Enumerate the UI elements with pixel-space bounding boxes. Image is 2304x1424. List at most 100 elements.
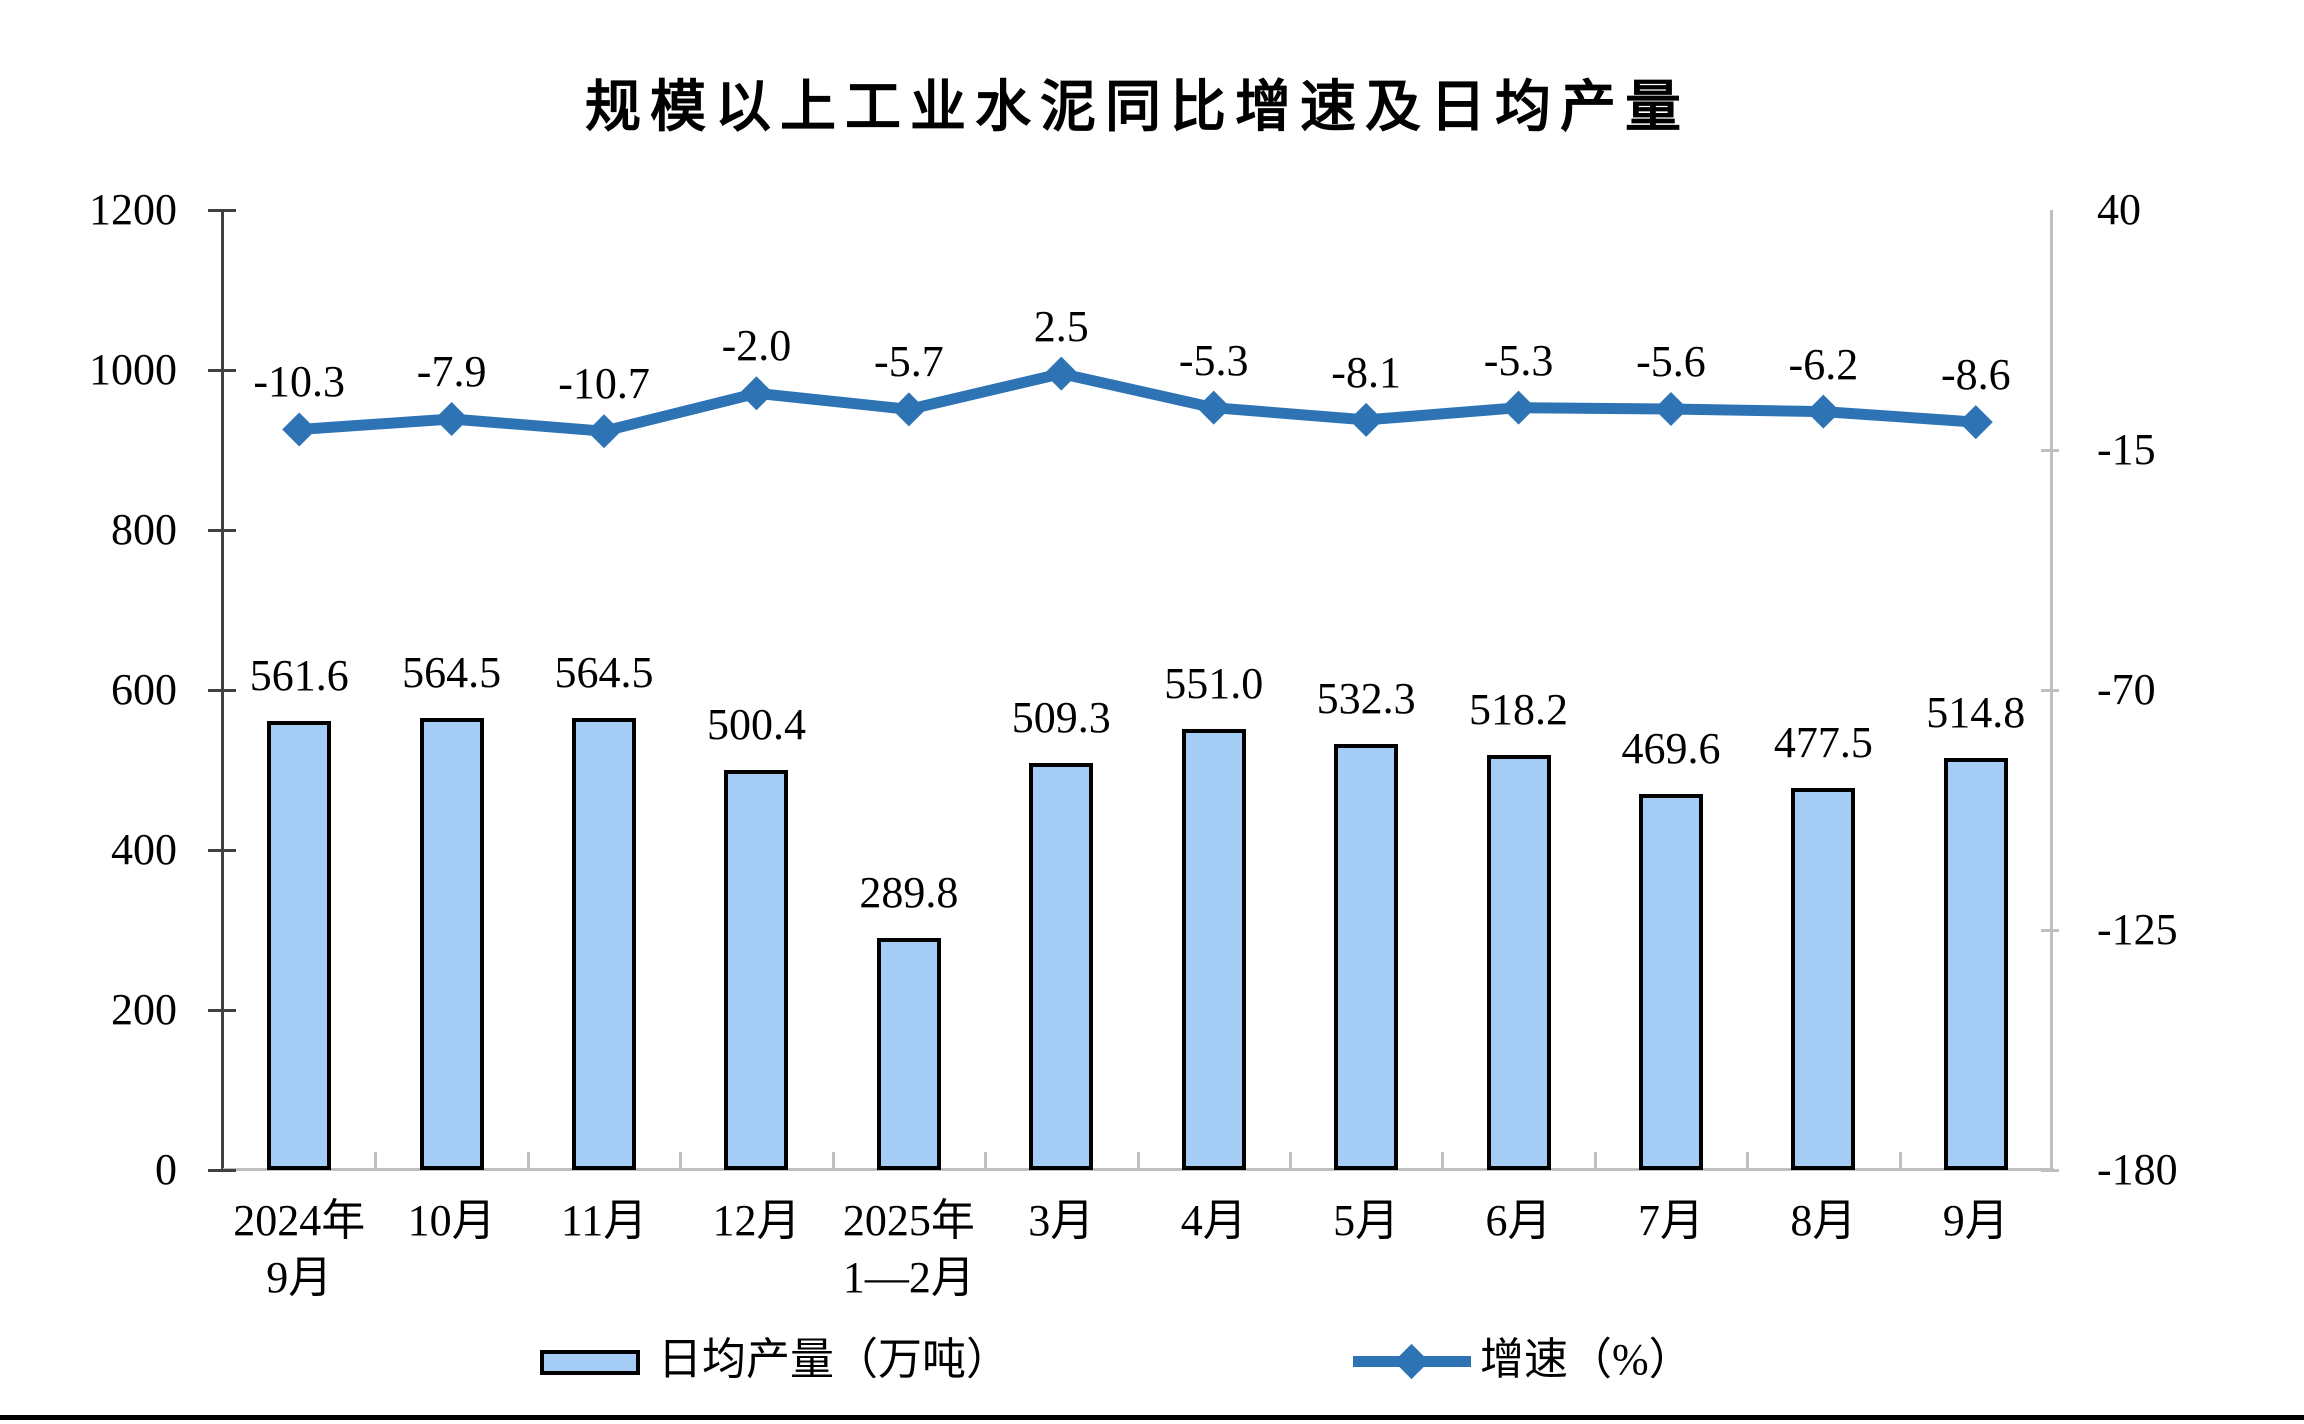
line-point-marker xyxy=(1044,356,1079,391)
line-point-marker xyxy=(1958,405,1993,440)
x-axis-tick xyxy=(831,1152,835,1168)
legend-bar-label: 日均产量（万吨） xyxy=(658,1335,1010,1384)
x-category-label: 10月 xyxy=(407,1196,496,1245)
line-point-marker xyxy=(1501,390,1536,425)
x-axis-tick xyxy=(1898,1152,1902,1168)
y-axis-tick xyxy=(208,689,236,692)
bar xyxy=(419,718,484,1170)
y-axis-left-label: 0 xyxy=(155,1145,177,1194)
y-axis-tick xyxy=(208,529,236,532)
x-category-label: 9月 xyxy=(1942,1196,2009,1245)
x-category-label: 4月 xyxy=(1180,1196,1247,1245)
x-category-label: 2025年 1—2月 xyxy=(842,1196,975,1302)
x-category-label: 11月 xyxy=(560,1196,648,1245)
line-point-marker xyxy=(1349,402,1384,437)
bar xyxy=(876,938,941,1170)
y-axis-right-label: 40 xyxy=(2097,185,2141,234)
x-axis-tick xyxy=(1136,1152,1140,1168)
legend-bar-swatch xyxy=(540,1350,640,1375)
bar-value-label: 500.4 xyxy=(706,699,806,749)
y-axis-tick xyxy=(208,369,236,372)
y-axis-right-label: -15 xyxy=(2097,425,2156,474)
line-value-label: 2.5 xyxy=(1033,301,1089,351)
bar-value-label: 469.6 xyxy=(1621,724,1721,774)
x-category-label: 5月 xyxy=(1333,1196,1400,1245)
x-axis-tick xyxy=(984,1152,988,1168)
x-category-label: 2024年 9月 xyxy=(233,1196,366,1302)
line-point-marker xyxy=(282,412,317,447)
line-value-label: -5.7 xyxy=(874,337,944,387)
x-category-label: 12月 xyxy=(712,1196,801,1245)
x-axis-tick xyxy=(1441,1152,1445,1168)
growth-line xyxy=(298,368,1977,437)
bar xyxy=(1029,762,1094,1170)
y-axis-right-label: -70 xyxy=(2097,665,2156,714)
bar xyxy=(1943,758,2008,1170)
x-axis-tick xyxy=(374,1152,378,1168)
line-point-marker xyxy=(1653,391,1688,426)
bar-value-label: 564.5 xyxy=(554,648,654,698)
legend-diamond-icon xyxy=(1393,1343,1430,1380)
x-axis-tick xyxy=(526,1152,530,1168)
x-axis-line xyxy=(223,1168,2054,1171)
bottom-rule xyxy=(0,1415,2304,1420)
line-point-marker xyxy=(587,414,622,449)
y-axis-right-tick xyxy=(2041,689,2059,692)
plot-area: 561.6 564.5 564.5 500.4 289.8 509.3 551.0 532.3… xyxy=(208,209,2059,1172)
bar xyxy=(1791,788,1856,1170)
line-point-marker xyxy=(1196,390,1231,425)
y-axis-right-tick xyxy=(2041,1169,2059,1172)
y-axis-tick xyxy=(208,1169,236,1172)
line-value-label: -8.6 xyxy=(1940,350,2011,400)
bar-value-label: 509.3 xyxy=(1011,692,1111,742)
x-axis-tick xyxy=(1288,1152,1292,1168)
bar xyxy=(1334,744,1399,1170)
bar-value-label: 551.0 xyxy=(1164,659,1264,709)
y-axis-right-tick xyxy=(2041,449,2059,452)
y-axis-left-label: 1000 xyxy=(89,345,177,394)
bar-value-label: 289.8 xyxy=(859,868,959,918)
y-axis-left-label: 400 xyxy=(111,825,177,874)
chart-title: 规模以上工业水泥同比增速及日均产量 xyxy=(585,75,1690,138)
line-point-marker xyxy=(891,392,926,427)
bar-value-label: 518.2 xyxy=(1469,685,1569,735)
y-axis-tick xyxy=(208,1009,236,1012)
line-value-label: -5.3 xyxy=(1178,335,1249,385)
line-value-label: -8.1 xyxy=(1331,347,1401,397)
y-axis-right-label: -125 xyxy=(2097,905,2178,954)
y-axis-tick xyxy=(208,209,236,212)
x-category-label: 7月 xyxy=(1637,1196,1704,1245)
y-axis-tick xyxy=(208,849,236,852)
y-axis-left-label: 600 xyxy=(111,665,177,714)
bar xyxy=(724,769,789,1170)
bar xyxy=(572,718,637,1170)
line-point-marker xyxy=(739,376,774,411)
y-axis-left-label: 200 xyxy=(111,985,177,1034)
bar xyxy=(267,720,332,1170)
legend-line-label: 增速（%） xyxy=(1480,1335,1693,1384)
line-value-label: -10.7 xyxy=(558,359,650,409)
y-axis-right-tick xyxy=(2041,929,2059,932)
y-axis-right-label: -180 xyxy=(2097,1145,2178,1194)
bar-value-label: 477.5 xyxy=(1773,718,1873,767)
bar-value-label: 561.6 xyxy=(249,650,349,700)
bar xyxy=(1638,794,1703,1170)
bar-value-label: 564.5 xyxy=(402,648,502,698)
bar xyxy=(1181,729,1246,1170)
bar xyxy=(1486,755,1551,1170)
line-value-label: -10.3 xyxy=(253,357,346,407)
line-point-marker xyxy=(1806,394,1841,429)
line-point-marker xyxy=(434,402,469,437)
y-axis-left-label: 1200 xyxy=(89,185,177,234)
line-value-label: -5.6 xyxy=(1636,336,1706,386)
y-axis-left-label: 800 xyxy=(111,505,177,554)
line-value-label: -2.0 xyxy=(721,321,792,371)
x-category-label: 6月 xyxy=(1485,1196,1552,1245)
x-category-label: 3月 xyxy=(1028,1196,1095,1245)
x-axis-tick xyxy=(679,1152,683,1168)
x-axis-tick xyxy=(1593,1152,1597,1168)
bar-value-label: 514.8 xyxy=(1926,688,2026,738)
x-axis-tick xyxy=(1746,1152,1750,1168)
x-category-label: 8月 xyxy=(1790,1196,1857,1245)
